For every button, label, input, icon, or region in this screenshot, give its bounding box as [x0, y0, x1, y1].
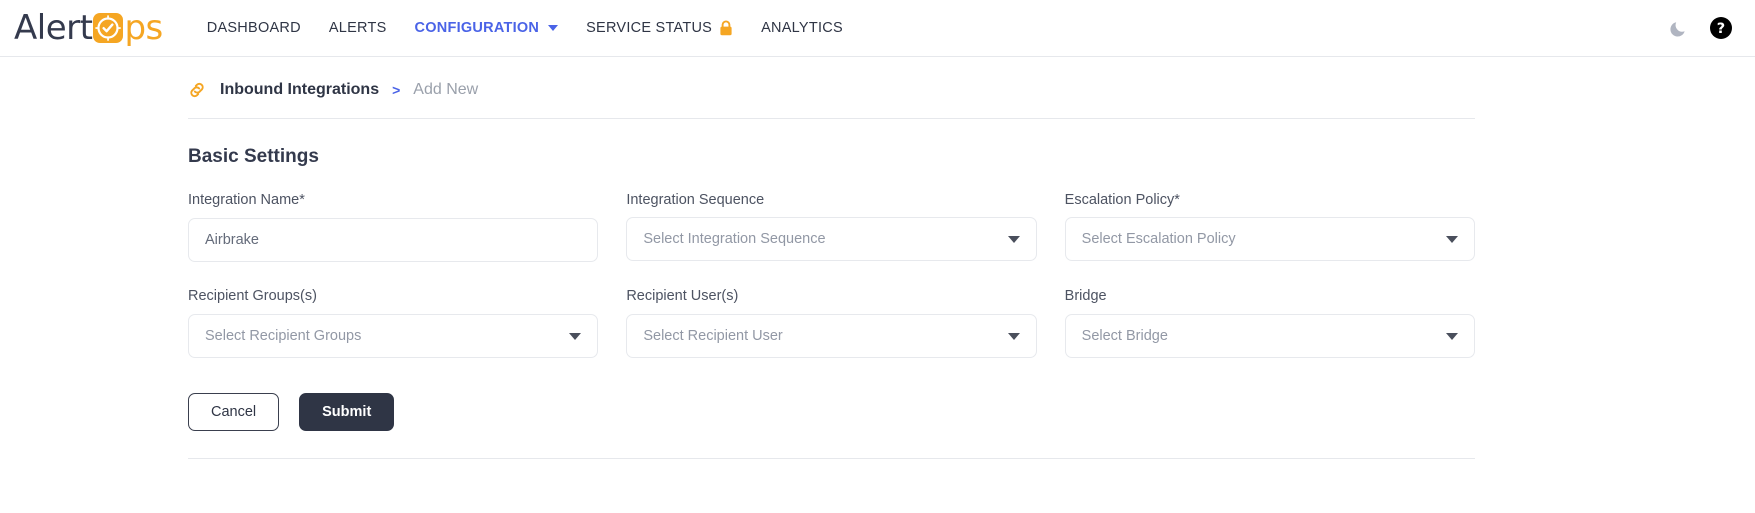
lock-icon — [719, 20, 733, 36]
nav-links: DASHBOARD ALERTS CONFIGURATION SERVICE S… — [193, 14, 857, 42]
chevron-down-icon — [1007, 332, 1020, 340]
nav-item-alerts-label: ALERTS — [328, 20, 387, 36]
logo-text-alert: Alert — [14, 8, 93, 48]
content-container: Inbound Integrations > Add New Basic Set… — [188, 57, 1475, 459]
field-escalation-policy: Escalation Policy* Select Escalation Pol… — [1064, 192, 1475, 262]
submit-button[interactable]: Submit — [299, 393, 395, 431]
page-title: Basic Settings — [188, 146, 319, 167]
field-integration-name: Integration Name* Airbrake — [188, 192, 599, 262]
bridge-placeholder: Select Bridge — [1081, 328, 1168, 344]
nav-item-dashboard-label: DASHBOARD — [206, 20, 301, 36]
page-body: Inbound Integrations > Add New Basic Set… — [0, 57, 1755, 459]
logo-text-ops: ps — [124, 8, 163, 48]
form-actions: Cancel Submit — [188, 393, 1475, 431]
chevron-down-icon — [1446, 235, 1458, 243]
moon-icon[interactable] — [1669, 18, 1689, 38]
nav-item-service-status[interactable]: SERVICE STATUS — [572, 14, 747, 42]
link-icon — [186, 79, 208, 101]
recipient-users-select[interactable]: Select Recipient User — [626, 314, 1037, 358]
chevron-down-icon — [548, 25, 559, 31]
nav-item-dashboard[interactable]: DASHBOARD — [193, 14, 315, 42]
breadcrumb-separator-icon: > — [392, 82, 401, 98]
integration-name-input[interactable]: Airbrake — [188, 218, 599, 262]
chevron-down-icon — [1007, 235, 1020, 243]
field-bridge: Bridge Select Bridge — [1064, 288, 1475, 358]
top-navigation-bar: Alert ps DASHBOARD ALERTS CONFIGURATION … — [0, 0, 1755, 57]
recipient-groups-select[interactable]: Select Recipient Groups — [188, 314, 599, 358]
nav-item-configuration-label: CONFIGURATION — [414, 20, 540, 36]
escalation-policy-placeholder: Select Escalation Policy — [1081, 231, 1236, 247]
bridge-select[interactable]: Select Bridge — [1064, 314, 1475, 358]
chevron-down-icon — [569, 332, 582, 340]
cancel-button[interactable]: Cancel — [188, 393, 280, 431]
section-divider — [188, 458, 1475, 459]
integration-sequence-placeholder: Select Integration Sequence — [643, 231, 826, 247]
field-bridge-label: Bridge — [1064, 288, 1107, 304]
nav-right-icons: ? — [1669, 16, 1733, 40]
field-integration-sequence-label: Integration Sequence — [626, 192, 765, 208]
basic-settings-form: Integration Name* Airbrake Integration S… — [188, 192, 1475, 384]
field-recipient-groups: Recipient Groups(s) Select Recipient Gro… — [188, 288, 599, 358]
recipient-groups-placeholder: Select Recipient Groups — [205, 328, 362, 344]
help-icon[interactable]: ? — [1709, 16, 1733, 40]
nav-item-analytics-label: ANALYTICS — [761, 20, 843, 36]
field-recipient-groups-label: Recipient Groups(s) — [188, 288, 317, 304]
alertops-logo[interactable]: Alert ps — [14, 8, 163, 48]
nav-item-alerts[interactable]: ALERTS — [315, 14, 401, 42]
field-recipient-users-label: Recipient User(s) — [626, 288, 739, 304]
nav-item-configuration[interactable]: CONFIGURATION — [401, 14, 573, 42]
nav-item-analytics[interactable]: ANALYTICS — [747, 14, 857, 42]
svg-text:?: ? — [1717, 21, 1725, 37]
integration-sequence-select[interactable]: Select Integration Sequence — [626, 217, 1037, 261]
breadcrumb-item-add-new: Add New — [413, 81, 479, 98]
field-integration-sequence: Integration Sequence Select Integration … — [626, 192, 1037, 262]
logo-clock-badge-icon — [93, 13, 124, 43]
chevron-down-icon — [1446, 332, 1458, 340]
integration-name-value: Airbrake — [205, 232, 259, 248]
breadcrumb: Inbound Integrations > Add New — [188, 79, 1475, 119]
breadcrumb-item-inbound-integrations[interactable]: Inbound Integrations — [220, 81, 380, 98]
recipient-users-placeholder: Select Recipient User — [643, 328, 783, 344]
field-escalation-policy-label: Escalation Policy* — [1064, 192, 1180, 208]
nav-item-service-status-label: SERVICE STATUS — [586, 20, 713, 36]
escalation-policy-select[interactable]: Select Escalation Policy — [1064, 217, 1475, 261]
field-recipient-users: Recipient User(s) Select Recipient User — [626, 288, 1037, 358]
field-integration-name-label: Integration Name* — [188, 192, 305, 208]
